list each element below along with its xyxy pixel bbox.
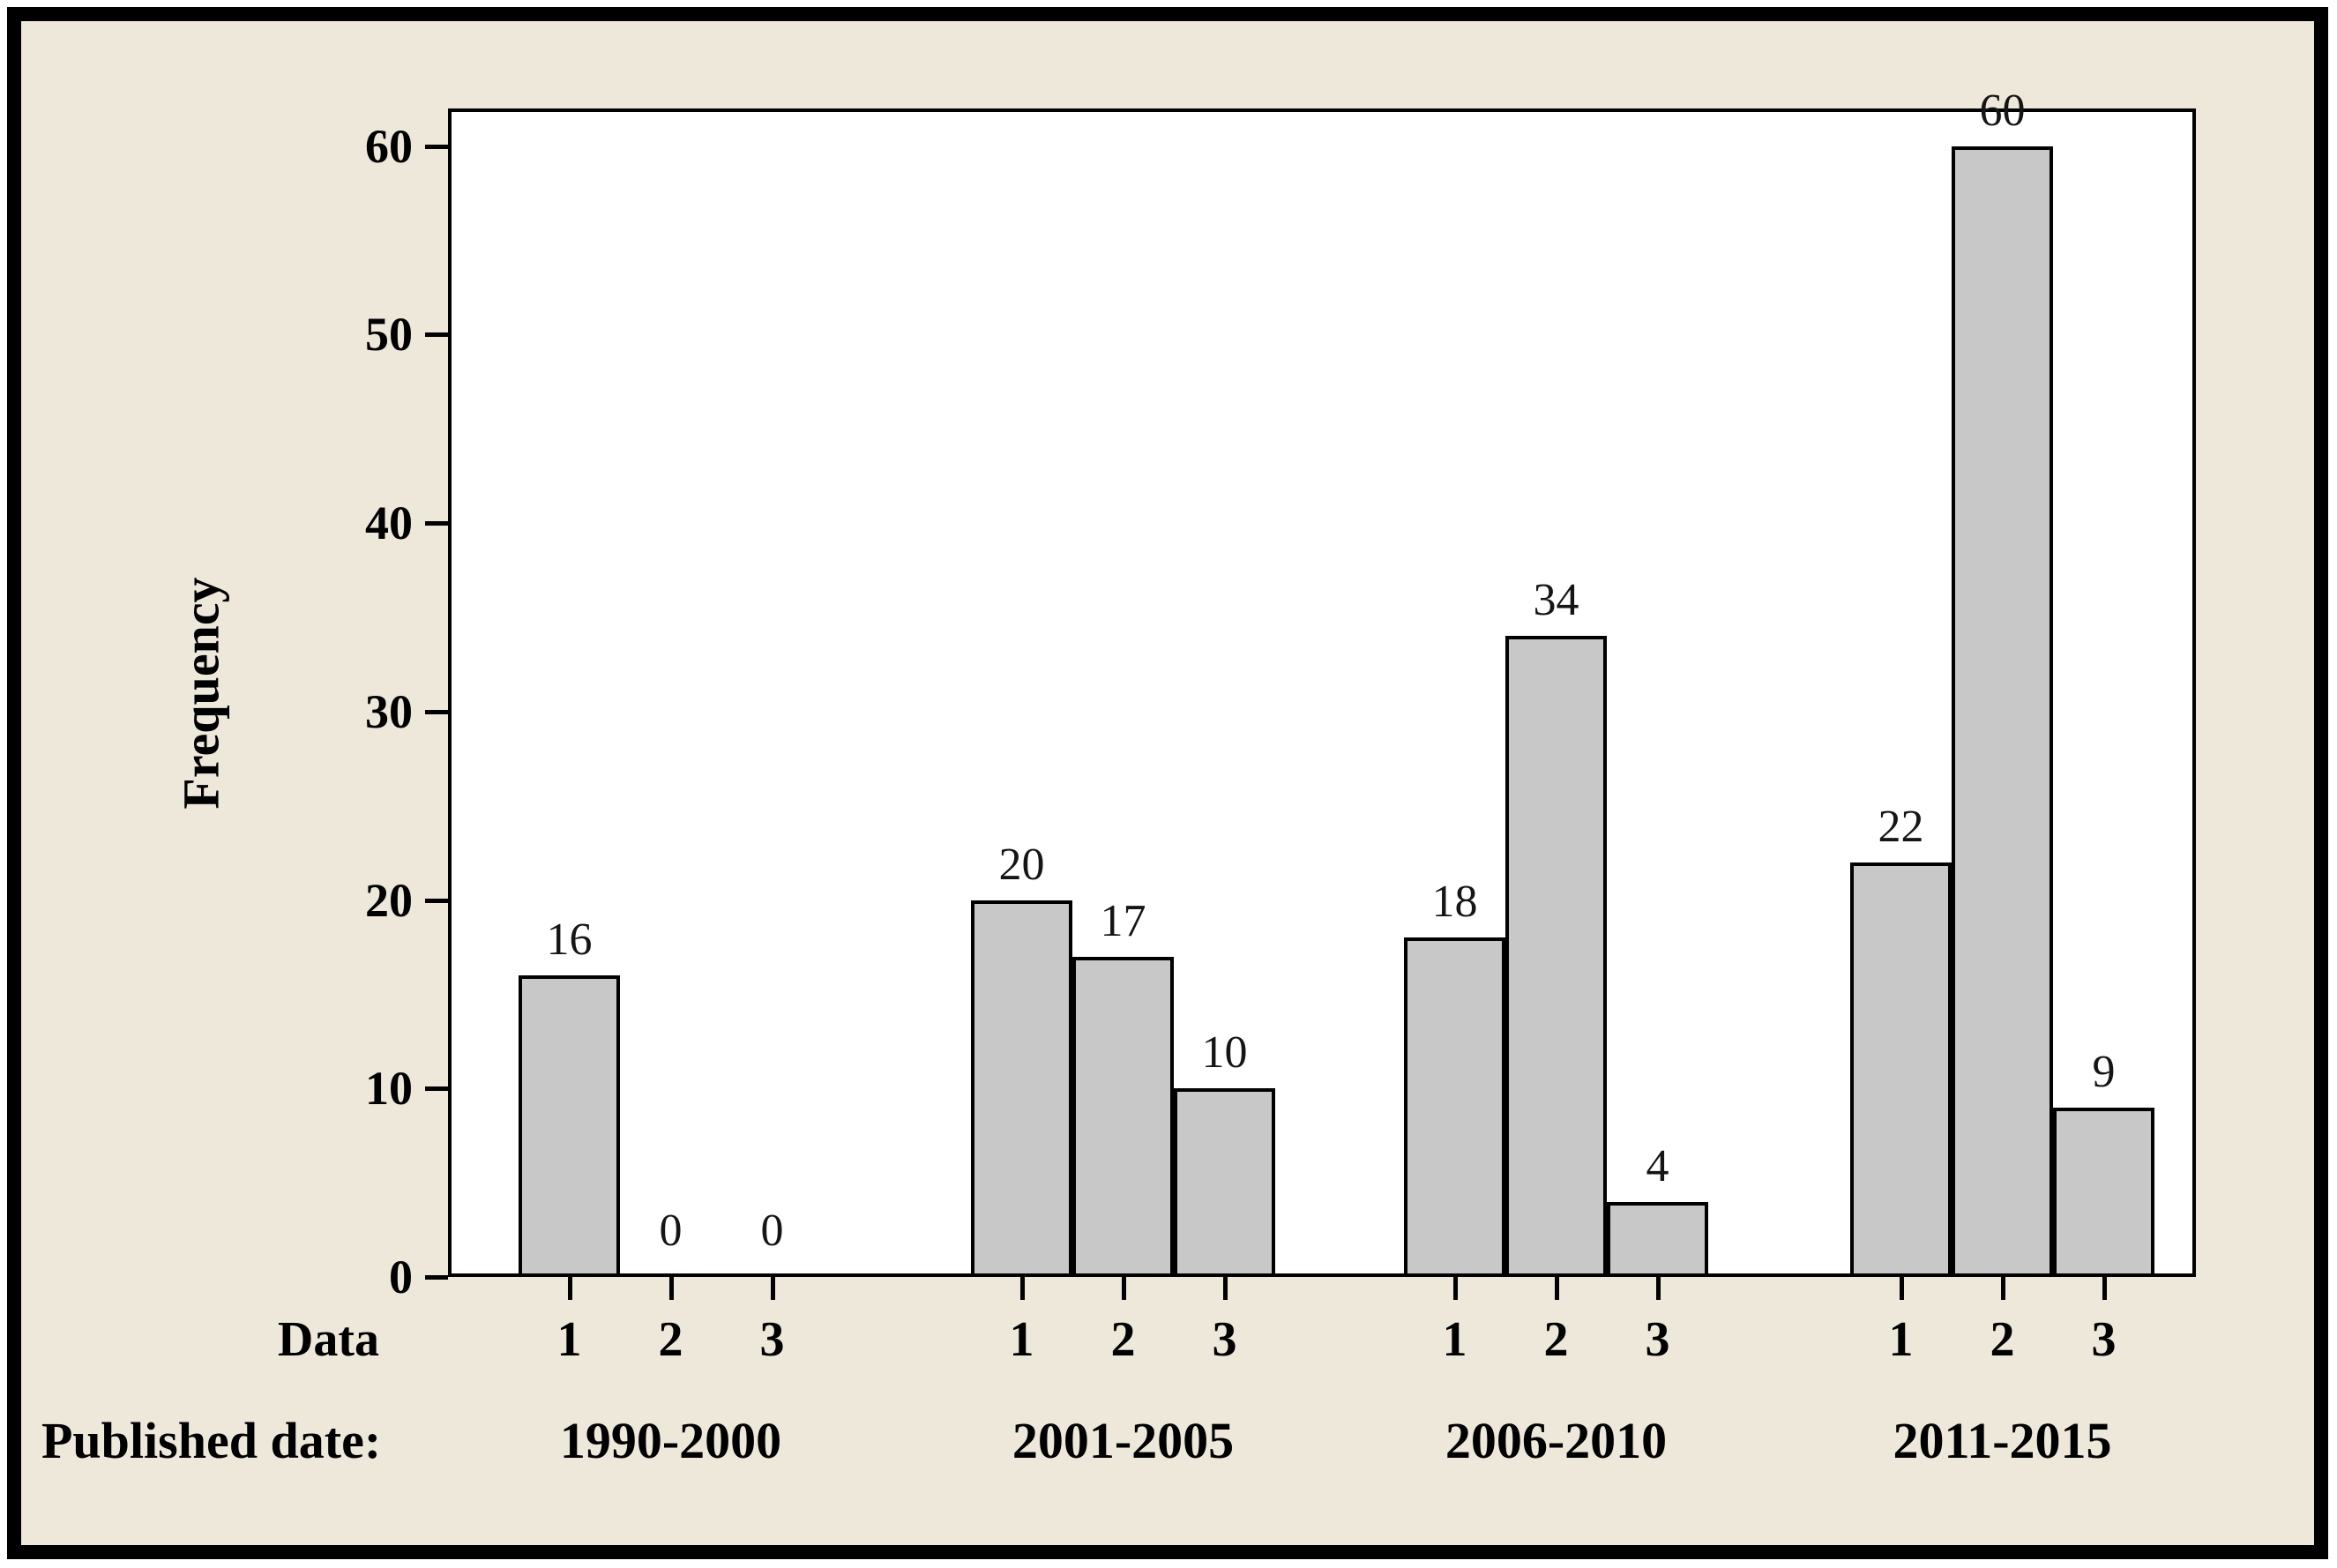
x-tick-mark bbox=[1121, 1277, 1126, 1300]
y-tick-label: 0 bbox=[389, 1251, 413, 1303]
y-tick-mark bbox=[425, 521, 448, 526]
bar-value-label: 18 bbox=[1431, 877, 1478, 928]
x-category-label: 3 bbox=[2091, 1312, 2117, 1367]
published-date-row-label: Published date: bbox=[41, 1412, 382, 1469]
y-tick-mark bbox=[425, 144, 448, 149]
bar-2001-2005-data2 bbox=[1072, 956, 1174, 1277]
published-date-group-label: 1990-2000 bbox=[559, 1412, 782, 1469]
x-tick-mark bbox=[770, 1277, 775, 1300]
bar-2011-2015-data1 bbox=[1850, 862, 1952, 1277]
x-category-label: 2 bbox=[1990, 1312, 2015, 1367]
x-category-label: 3 bbox=[1645, 1312, 1670, 1367]
x-category-label: 1 bbox=[1888, 1312, 1914, 1367]
y-tick-label: 60 bbox=[365, 119, 413, 173]
bar-2001-2005-data1 bbox=[971, 900, 1072, 1277]
bar-1990-2000-data1 bbox=[519, 975, 620, 1277]
published-date-group-label: 2006-2010 bbox=[1445, 1412, 1668, 1469]
x-tick-mark bbox=[1899, 1277, 1904, 1300]
x-category-label: 1 bbox=[556, 1312, 582, 1367]
bar-value-label: 0 bbox=[659, 1206, 683, 1256]
x-category-label: 1 bbox=[1442, 1312, 1467, 1367]
y-tick-label: 30 bbox=[365, 684, 413, 738]
x-category-label: 3 bbox=[1212, 1312, 1237, 1367]
x-tick-mark bbox=[567, 1277, 572, 1300]
y-axis-title: Frequency bbox=[172, 577, 230, 810]
bar-value-label: 34 bbox=[1533, 575, 1579, 626]
bar-2011-2015-data3 bbox=[2053, 1107, 2154, 1277]
bar-value-label: 17 bbox=[1100, 895, 1146, 946]
x-tick-mark bbox=[1554, 1277, 1559, 1300]
y-tick-label: 20 bbox=[365, 873, 413, 927]
x-tick-mark bbox=[1655, 1277, 1661, 1300]
bar-value-label: 9 bbox=[2092, 1046, 2116, 1097]
x-tick-mark bbox=[668, 1277, 674, 1300]
x-category-label: 2 bbox=[1110, 1312, 1136, 1367]
y-tick-mark bbox=[425, 1086, 448, 1092]
bar-2011-2015-data2 bbox=[1952, 146, 2053, 1277]
y-tick-label: 10 bbox=[365, 1062, 413, 1116]
bar-2001-2005-data3 bbox=[1174, 1088, 1275, 1277]
bar-value-label: 4 bbox=[1646, 1140, 1669, 1191]
bar-2006-2010-data3 bbox=[1607, 1201, 1708, 1277]
x-tick-mark bbox=[2102, 1277, 2107, 1300]
x-axis-data-row-label: Data bbox=[277, 1312, 379, 1367]
x-category-label: 1 bbox=[1009, 1312, 1034, 1367]
bar-2006-2010-data1 bbox=[1404, 937, 1505, 1277]
bar-value-label: 0 bbox=[760, 1206, 784, 1256]
bar-2006-2010-data2 bbox=[1505, 636, 1607, 1277]
bar-value-label: 20 bbox=[998, 839, 1045, 890]
y-tick-mark bbox=[425, 898, 448, 903]
x-tick-mark bbox=[1452, 1277, 1458, 1300]
x-tick-mark bbox=[1222, 1277, 1228, 1300]
x-category-label: 2 bbox=[1543, 1312, 1569, 1367]
bar-value-label: 10 bbox=[1201, 1027, 1248, 1079]
y-tick-label: 50 bbox=[365, 308, 413, 362]
bar-value-label: 60 bbox=[1979, 85, 2026, 136]
y-tick-mark bbox=[425, 332, 448, 338]
x-tick-mark bbox=[1019, 1277, 1025, 1300]
published-date-group-label: 2001-2005 bbox=[1012, 1412, 1235, 1469]
y-tick-mark bbox=[425, 1275, 448, 1280]
y-tick-label: 40 bbox=[365, 497, 413, 550]
published-date-group-label: 2011-2015 bbox=[1893, 1412, 2112, 1469]
bar-value-label: 16 bbox=[546, 915, 593, 966]
bar-value-label: 22 bbox=[1878, 801, 1924, 852]
x-category-label: 2 bbox=[658, 1312, 683, 1367]
x-category-label: 3 bbox=[759, 1312, 785, 1367]
x-tick-mark bbox=[2000, 1277, 2005, 1300]
y-tick-mark bbox=[425, 709, 448, 714]
